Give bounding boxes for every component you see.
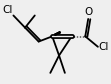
Text: Cl: Cl	[2, 5, 12, 15]
Text: Cl: Cl	[99, 42, 109, 52]
Text: O: O	[84, 7, 92, 17]
